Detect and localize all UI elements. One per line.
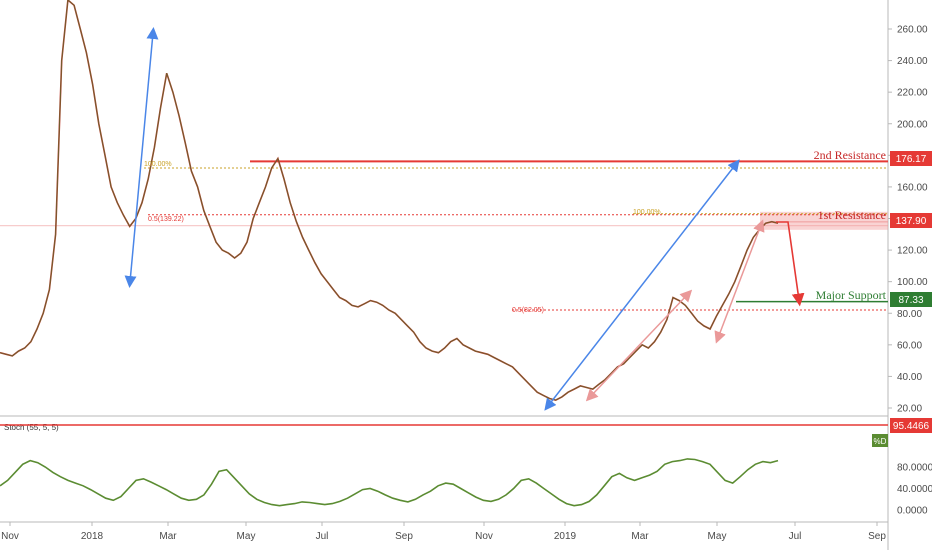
time-tick-label: Jul xyxy=(316,531,329,542)
fib-right-50-label: 0.5(82.05) xyxy=(512,307,544,314)
price-tick-label: 160.00 xyxy=(897,182,928,193)
time-tick-label: Sep xyxy=(868,531,886,542)
price-tick-label: 200.00 xyxy=(897,119,928,130)
swing-arrow-main[interactable] xyxy=(544,159,740,411)
time-tick-label: Mar xyxy=(159,531,177,542)
fib-left-100-label: 100.00% xyxy=(144,161,172,168)
price-tick-label: 220.00 xyxy=(897,88,928,99)
price-tick-label: 100.00 xyxy=(897,277,928,288)
time-tick-label: Nov xyxy=(1,531,19,542)
time-tick-label: Jul xyxy=(789,531,802,542)
stoch-value: 95.4466 xyxy=(893,421,930,432)
resistance-1-label: 1st Resistance xyxy=(818,208,886,222)
swing-arrow-left[interactable] xyxy=(124,27,159,288)
time-tick-label: 2018 xyxy=(81,531,104,542)
stoch-tick-label: 40.0000 xyxy=(897,484,932,495)
support-badge: 87.33 xyxy=(890,292,932,307)
price-tick-label: 120.00 xyxy=(897,246,928,257)
swing-arrow-pink-1[interactable] xyxy=(585,289,693,402)
stoch-percent-label: %D xyxy=(874,437,887,446)
swing-arrow-pink-2[interactable] xyxy=(714,219,765,344)
fib-right-100-label: 100.00% xyxy=(633,209,661,216)
price-tick-label: 80.00 xyxy=(897,309,922,320)
resistance-2-label: 2nd Resistance xyxy=(814,148,886,162)
resistance-1-badge: 137.90 xyxy=(890,213,932,228)
stoch-tick-label: 0.0000 xyxy=(897,506,928,517)
resistance-1-value: 137.90 xyxy=(896,216,927,227)
stoch-value-badge: 95.4466 xyxy=(890,418,932,433)
support-value: 87.33 xyxy=(898,295,923,306)
stoch-axis: 80.0000 40.0000 0.0000 xyxy=(897,463,932,517)
resistance-2-badge: 176.17 xyxy=(890,151,932,166)
time-tick-label: 2019 xyxy=(554,531,577,542)
resistance-1-zone xyxy=(760,211,888,230)
resistance-2-value: 176.17 xyxy=(896,154,927,165)
time-axis[interactable]: Nov 2018 Mar May Jul Sep Nov 2019 Mar May Jul Sep xyxy=(1,522,886,542)
price-tick-label: 260.00 xyxy=(897,25,928,36)
price-tick-label: 60.00 xyxy=(897,340,922,351)
time-tick-label: Mar xyxy=(631,531,649,542)
stoch-d-line[interactable] xyxy=(0,458,779,507)
time-tick-label: Sep xyxy=(395,531,413,542)
fib-left-50-label: 0.5(139.22) xyxy=(148,216,184,223)
price-tick-label: 20.00 xyxy=(897,404,922,415)
price-tick-label: 240.00 xyxy=(897,56,928,67)
support-label: Major Support xyxy=(816,288,887,302)
time-tick-label: May xyxy=(237,531,256,542)
stoch-tick-label: 80.0000 xyxy=(897,463,932,474)
stoch-label: Stoch (55, 5, 5) xyxy=(4,423,59,432)
time-tick-label: Nov xyxy=(475,531,493,542)
projection-arrow[interactable] xyxy=(776,221,805,307)
price-tick-label: 40.00 xyxy=(897,372,922,383)
stoch-percent-badge: %D xyxy=(872,434,888,447)
time-tick-label: May xyxy=(708,531,727,542)
